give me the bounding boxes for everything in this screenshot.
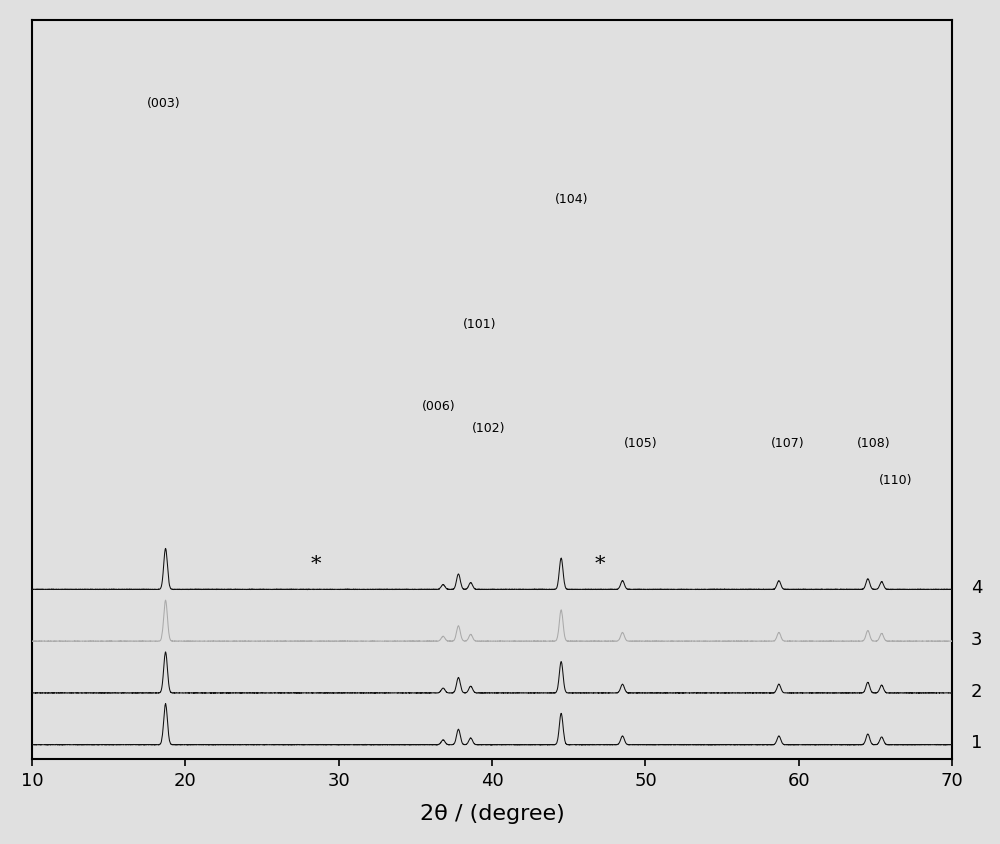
Text: (110): (110): [879, 473, 912, 486]
Text: *: *: [311, 555, 321, 573]
Text: 3: 3: [971, 630, 982, 648]
Text: (104): (104): [555, 192, 589, 205]
Text: (003): (003): [147, 96, 181, 110]
Text: (108): (108): [857, 436, 891, 449]
Text: *: *: [594, 555, 605, 573]
Text: 4: 4: [971, 578, 982, 597]
Text: 2: 2: [971, 682, 982, 700]
Text: 1: 1: [971, 733, 982, 751]
Text: (105): (105): [624, 436, 658, 449]
X-axis label: 2θ / (degree): 2θ / (degree): [420, 803, 565, 823]
Text: (006): (006): [422, 399, 455, 413]
Text: (101): (101): [463, 318, 497, 331]
Text: (102): (102): [472, 421, 506, 435]
Text: (107): (107): [771, 436, 805, 449]
